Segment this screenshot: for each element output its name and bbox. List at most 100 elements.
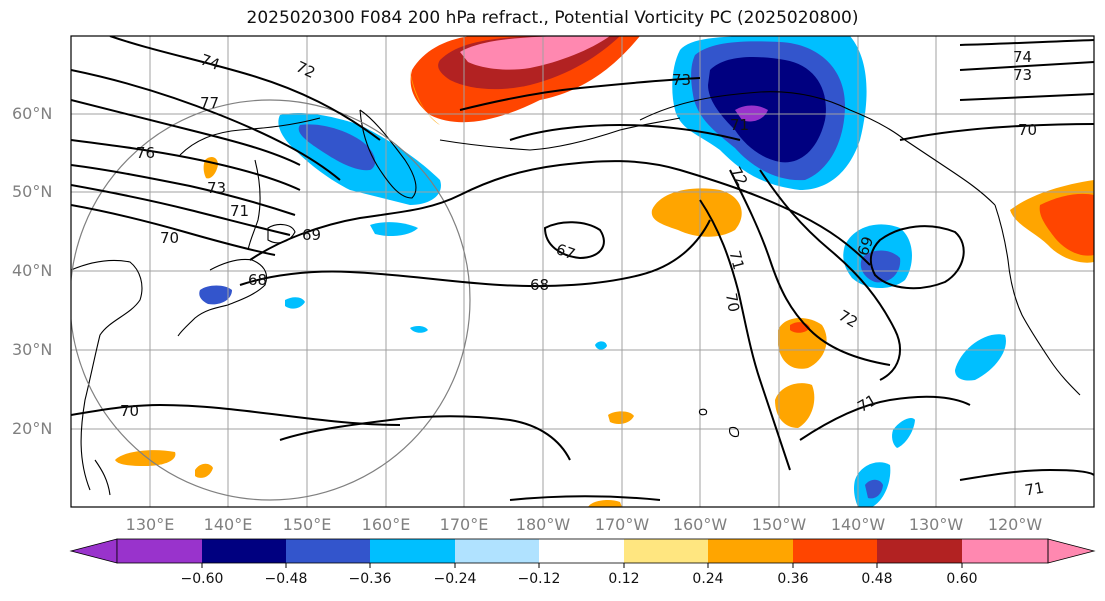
na-west-coast — [994, 204, 1081, 396]
colorbar-bin — [286, 539, 371, 563]
svg-text:67: 67 — [554, 240, 578, 263]
lon-label: 140°E — [203, 515, 253, 534]
colorbar-bin — [708, 539, 794, 563]
svg-text:74: 74 — [198, 50, 222, 73]
lon-label: 150°W — [751, 515, 807, 534]
aleutian-coast — [439, 117, 681, 151]
sakhalin-coast — [247, 159, 261, 251]
colorbar-tick-label: 0.48 — [861, 571, 893, 587]
svg-text:70: 70 — [160, 229, 179, 247]
colorbar-tick-label: 0.36 — [777, 571, 809, 587]
map-title: 2025020300 F084 200 hPa refract., Potent… — [246, 8, 859, 28]
lon-label: 160°W — [672, 515, 728, 534]
negative-anomaly-kamchatka-core — [298, 124, 376, 171]
lat-label-20n: 20°N — [12, 419, 53, 438]
colorbar-tick-label: 0.60 — [946, 571, 978, 587]
lon-label: 130°W — [908, 515, 964, 534]
svg-text:73: 73 — [207, 179, 226, 197]
hawaii-island — [698, 408, 708, 416]
lat-label-40n: 40°N — [12, 261, 53, 280]
colorbar-bin — [793, 539, 878, 563]
lat-label-50n: 50°N — [12, 182, 53, 201]
philippines-coast — [94, 459, 111, 496]
colorbar-tick-label: −0.48 — [264, 571, 308, 587]
japan-coast — [177, 258, 268, 337]
alaska-coast — [639, 91, 996, 206]
lon-label: 120°W — [987, 515, 1043, 534]
svg-text:76: 76 — [136, 144, 155, 162]
colorbar-frame — [116, 538, 1049, 564]
lat-label-30n: 30°N — [12, 340, 53, 359]
lon-label: 180°W — [515, 515, 571, 534]
lat-label-60n: 60°N — [12, 104, 53, 123]
negative-anomaly-kuril — [370, 222, 418, 236]
colorbar-tick-label: −0.12 — [517, 571, 561, 587]
lon-label: 150°E — [282, 515, 332, 534]
svg-text:72: 72 — [293, 58, 318, 82]
positive-anomaly-tropics-4 — [588, 499, 622, 507]
svg-text:72: 72 — [835, 306, 861, 331]
contour-67 — [543, 221, 605, 260]
contour-68 — [239, 219, 711, 288]
positive-anomaly-gulf — [651, 188, 742, 237]
colorbar-tick-label: 0.24 — [692, 571, 724, 587]
hokkaido-coast — [267, 223, 296, 244]
svg-text:71: 71 — [730, 116, 749, 134]
svg-text:70: 70 — [120, 402, 139, 420]
svg-text:69: 69 — [854, 234, 877, 258]
refractivity-contours — [71, 36, 1094, 501]
colorbar-tick-label: −0.36 — [348, 571, 392, 587]
hawaii-island-2 — [729, 426, 740, 438]
contour-labels: 74 72 77 76 73 71 70 69 68 67 68 70 71 7… — [120, 48, 1045, 500]
lon-label: 160°E — [361, 515, 411, 534]
colorbar-bin — [539, 539, 625, 563]
svg-text:74: 74 — [1013, 48, 1032, 66]
negative-anomaly-southeast-2 — [892, 418, 915, 448]
colorbar-extend-high — [1047, 538, 1096, 564]
colorbar-bin — [877, 539, 963, 563]
svg-text:71: 71 — [725, 249, 747, 272]
contour-69 — [249, 160, 871, 266]
positive-anomaly-tropics-3 — [608, 411, 634, 424]
svg-text:77: 77 — [200, 94, 219, 112]
colorbar-tick-label: −0.60 — [180, 571, 224, 587]
range-circle — [71, 99, 471, 501]
colorbar-bin — [455, 539, 540, 563]
positive-anomaly-hawaii-south — [775, 383, 815, 428]
svg-text:73: 73 — [1013, 66, 1032, 84]
negative-anomaly-tropics-small — [595, 341, 607, 350]
colorbar-bin — [370, 539, 456, 563]
svg-text:68: 68 — [530, 276, 549, 294]
svg-text:68: 68 — [248, 271, 267, 289]
negative-anomaly-southeast-3-core — [865, 479, 883, 499]
asia-coast — [71, 259, 143, 491]
positive-anomaly-tropics-1 — [115, 450, 176, 466]
negative-anomaly-japan — [199, 285, 232, 305]
svg-text:69: 69 — [302, 226, 321, 244]
positive-anomaly-hawaii — [778, 318, 827, 369]
colorbar-extend-low — [69, 538, 118, 564]
svg-text:71: 71 — [230, 202, 249, 220]
lon-label: 140°W — [830, 515, 886, 534]
negative-anomaly-japan-2 — [285, 297, 305, 309]
colorbar — [69, 538, 1096, 568]
colorbar-bin — [624, 539, 709, 563]
okhotsk-coast — [179, 117, 321, 156]
colorbar-tick-label: 0.12 — [608, 571, 640, 587]
plot-frame — [70, 35, 1095, 508]
positive-anomaly-westcoast-core — [1039, 193, 1094, 256]
colorbar-bin — [117, 539, 203, 563]
colorbar-bin — [202, 539, 287, 563]
svg-text:70: 70 — [1018, 121, 1037, 139]
negative-anomaly-tropics-small-2 — [410, 325, 428, 333]
negative-anomaly-southeast-1 — [955, 334, 1006, 381]
coastlines — [71, 91, 1081, 496]
graticule — [71, 36, 1094, 507]
lon-label: 170°W — [594, 515, 650, 534]
colorbar-tick-label: −0.24 — [433, 571, 477, 587]
svg-text:73: 73 — [672, 71, 691, 89]
lon-label: 130°E — [125, 515, 175, 534]
svg-text:71: 71 — [1023, 479, 1045, 500]
colorbar-bin — [962, 539, 1048, 563]
